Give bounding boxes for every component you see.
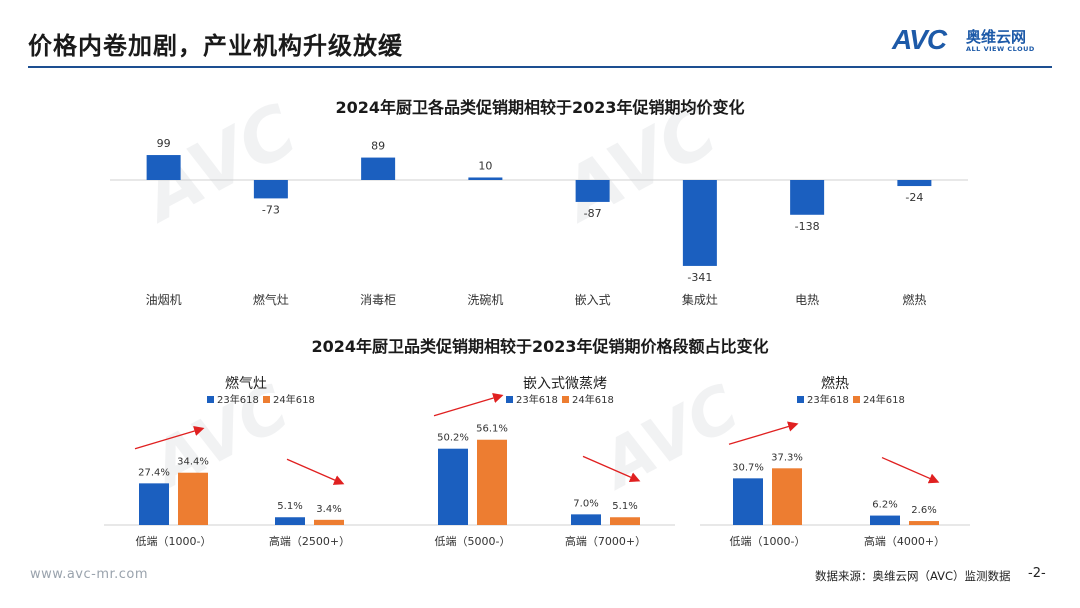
logo-mark: AVC bbox=[892, 24, 947, 55]
data-label: 7.0% bbox=[573, 498, 598, 509]
data-label: -24 bbox=[905, 191, 923, 204]
data-label: 6.2% bbox=[872, 500, 897, 511]
bar bbox=[146, 155, 181, 180]
category-label: 嵌入式 bbox=[575, 293, 611, 307]
data-label: 5.1% bbox=[612, 501, 637, 512]
panel-title: 燃热 bbox=[821, 375, 849, 392]
header-divider bbox=[28, 66, 1052, 68]
category-label: 燃热 bbox=[902, 292, 926, 307]
data-label: 34.4% bbox=[177, 457, 209, 468]
data-label: 27.4% bbox=[138, 467, 170, 478]
data-label: 50.2% bbox=[437, 433, 469, 444]
bar-23 bbox=[571, 514, 601, 525]
panel-title: 嵌入式微蒸烤 bbox=[523, 376, 607, 392]
trend-up-arrow bbox=[433, 392, 504, 417]
bar-24 bbox=[610, 517, 640, 525]
footer-url: www.avc-mr.com bbox=[30, 567, 149, 582]
bar bbox=[361, 157, 396, 180]
chart-title-price-change: 2024年厨卫各品类促销期相较于2023年促销期均价变化 bbox=[335, 98, 745, 117]
data-label: 56.1% bbox=[476, 424, 508, 435]
bar bbox=[682, 180, 717, 266]
legend-swatch-23 bbox=[797, 396, 804, 403]
footer-source: 数据来源：奥维云网（AVC）监测数据 bbox=[815, 569, 1011, 583]
bar bbox=[575, 180, 610, 202]
legend-label: 24年618 bbox=[273, 393, 315, 406]
bar-23 bbox=[438, 448, 468, 525]
bar-23 bbox=[275, 517, 305, 525]
legend-swatch-24 bbox=[263, 396, 270, 403]
category-label: 低端（1000-） bbox=[136, 535, 212, 548]
bar-23 bbox=[733, 478, 763, 525]
category-label: 消毒柜 bbox=[360, 293, 396, 307]
data-label: 5.1% bbox=[277, 501, 302, 512]
bar-24 bbox=[178, 472, 208, 525]
legend-swatch-23 bbox=[506, 396, 513, 403]
category-label: 高端（2500+） bbox=[269, 534, 350, 548]
logo-en: ALL VIEW CLOUD bbox=[966, 45, 1035, 53]
data-label: 3.4% bbox=[316, 504, 341, 515]
legend-label: 24年618 bbox=[863, 393, 905, 406]
trend-up-arrow bbox=[134, 425, 205, 450]
bar-24 bbox=[314, 519, 344, 525]
data-label: 99 bbox=[157, 137, 171, 150]
category-label: 洗碗机 bbox=[467, 292, 503, 307]
bar bbox=[790, 180, 825, 215]
legend-label: 23年618 bbox=[807, 393, 849, 406]
trend-down-arrow bbox=[582, 455, 641, 483]
category-label: 低端（5000-） bbox=[435, 535, 511, 548]
avc-logo: AVC 奥维云网 ALL VIEW CLOUD bbox=[892, 24, 1062, 60]
data-label: 30.7% bbox=[732, 462, 764, 473]
category-label: 集成灶 bbox=[682, 292, 718, 307]
bar-23 bbox=[139, 483, 169, 525]
page-number: -2- bbox=[1028, 566, 1046, 581]
bar-24 bbox=[772, 468, 802, 525]
logo-cn: 奥维云网 bbox=[966, 28, 1027, 46]
legend-swatch-24 bbox=[853, 396, 860, 403]
category-label: 油烟机 bbox=[146, 293, 182, 307]
trend-down-arrow bbox=[881, 456, 940, 484]
bar bbox=[897, 180, 932, 187]
legend-label: 24年618 bbox=[572, 393, 614, 406]
trend-up-arrow bbox=[728, 421, 799, 445]
chart-title-share-change: 2024年厨卫品类促销期相较于2023年促销期价格段额占比变化 bbox=[311, 337, 769, 356]
data-label: 89 bbox=[371, 140, 385, 153]
page-title: 价格内卷加剧，产业机构升级放缓 bbox=[28, 32, 403, 60]
data-label: 2.6% bbox=[911, 505, 936, 516]
data-label: -341 bbox=[687, 271, 712, 284]
data-label: 37.3% bbox=[771, 452, 803, 463]
bar-23 bbox=[870, 515, 900, 525]
data-label: -138 bbox=[795, 220, 820, 233]
category-label: 高端（7000+） bbox=[565, 534, 646, 548]
data-label: -73 bbox=[262, 203, 280, 216]
category-label: 低端（1000-） bbox=[730, 535, 806, 548]
trend-down-arrow bbox=[286, 458, 345, 485]
bar bbox=[468, 177, 503, 180]
legend-label: 23年618 bbox=[217, 393, 259, 406]
category-label: 高端（4000+） bbox=[864, 534, 945, 548]
bar-24 bbox=[909, 521, 939, 525]
data-label: 10 bbox=[478, 159, 492, 172]
legend-swatch-24 bbox=[562, 396, 569, 403]
price-change-chart: 99 油烟机 -73 燃气灶 89 消毒柜 10 洗碗机 -87 嵌入式 -341 集成灶 -138 电热… bbox=[110, 137, 968, 307]
legend-swatch-23 bbox=[207, 396, 214, 403]
data-label: -87 bbox=[584, 207, 602, 220]
category-label: 电热 bbox=[795, 293, 819, 307]
bar-24 bbox=[477, 439, 507, 525]
category-label: 燃气灶 bbox=[253, 292, 289, 307]
bar bbox=[253, 180, 288, 199]
panel-title: 燃气灶 bbox=[225, 375, 267, 392]
legend-label: 23年618 bbox=[516, 393, 558, 406]
